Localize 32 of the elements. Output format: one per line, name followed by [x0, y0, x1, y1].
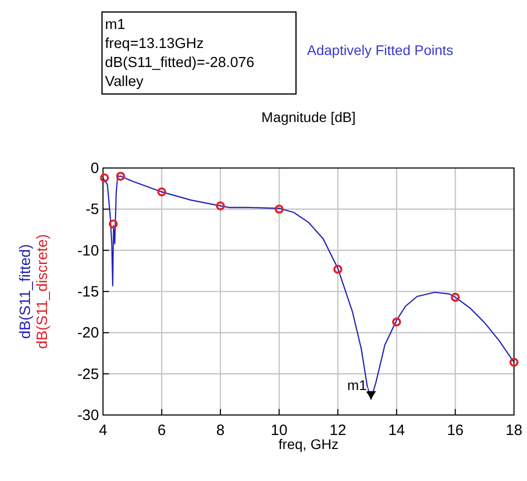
text: Adaptively Fitted Points	[307, 42, 454, 58]
x-tick-label: 4	[98, 422, 108, 439]
x-tick-label: 14	[388, 422, 405, 439]
y-tick-label: -5	[86, 201, 99, 218]
text: m1 freq=13.13GHz dB(S11_fitted)=-28.076 Valley	[105, 17, 254, 90]
x-tick-label: 6	[158, 422, 166, 439]
point	[216, 201, 225, 210]
point	[392, 317, 402, 326]
point	[333, 264, 342, 274]
point	[510, 358, 518, 367]
point	[274, 204, 284, 214]
x-tick-label: 10	[270, 422, 288, 439]
x-tick-label: 8	[216, 422, 225, 439]
text: dB(S11_discrete)	[34, 234, 51, 349]
y-tick-label: -10	[77, 242, 99, 260]
y-tick-label: 0	[90, 160, 99, 177]
y-tick-label: -30	[77, 407, 99, 424]
annotation: m1	[347, 377, 367, 394]
point	[100, 173, 109, 182]
x-tick-label: 18	[506, 422, 522, 439]
chart-title: Magnitude [dB]	[261, 109, 356, 125]
text: dB(S11_fitted)	[17, 244, 34, 339]
x-axis-title: freq, GHz	[278, 436, 338, 452]
y-tick-label: -25	[77, 366, 99, 383]
x-tick-label: 12	[330, 422, 346, 439]
point	[108, 219, 118, 228]
point	[116, 172, 126, 181]
y-tick-label: -20	[77, 324, 99, 342]
point	[450, 292, 460, 302]
y-tick-label: -15	[77, 284, 99, 300]
point	[157, 187, 166, 196]
x-tick-label: 16	[446, 422, 464, 439]
